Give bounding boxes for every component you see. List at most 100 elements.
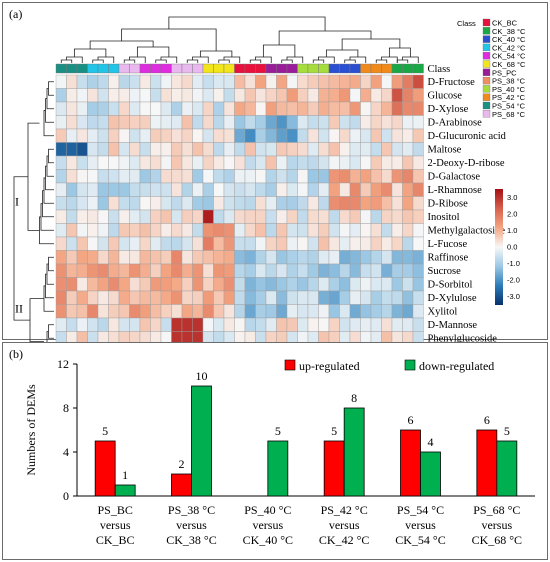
heatmap-cell bbox=[265, 142, 277, 157]
heatmap-cell bbox=[412, 169, 424, 184]
heatmap-cell bbox=[412, 128, 424, 143]
heatmap-cell bbox=[244, 128, 256, 143]
heatmap-cells bbox=[55, 74, 424, 359]
heatmap-cell bbox=[192, 169, 204, 184]
class-header: Class bbox=[428, 64, 451, 75]
heatmap-cell bbox=[297, 182, 309, 197]
heatmap-cell bbox=[328, 88, 340, 103]
class-cell bbox=[181, 63, 193, 74]
legend-label: down-regulated bbox=[419, 359, 494, 373]
heatmap-cell bbox=[412, 277, 424, 292]
heatmap-cell bbox=[360, 317, 372, 332]
heatmap-cell bbox=[318, 88, 330, 103]
heatmap-cell bbox=[255, 223, 267, 238]
heatmap-cell bbox=[402, 101, 414, 116]
heatmap-cell bbox=[318, 304, 330, 319]
heatmap-cell bbox=[391, 263, 403, 278]
heatmap-cell bbox=[244, 88, 256, 103]
bar-value-label: 5 bbox=[275, 424, 281, 438]
heatmap-cell bbox=[108, 290, 120, 305]
heatmap-cell bbox=[118, 88, 130, 103]
heatmap-cell bbox=[286, 196, 298, 211]
dendrogram-link bbox=[89, 40, 154, 49]
heatmap-cell bbox=[391, 74, 403, 89]
heatmap-cell bbox=[223, 101, 235, 116]
heatmap-cell bbox=[171, 115, 183, 130]
heatmap-cell bbox=[318, 236, 330, 251]
class-cell bbox=[318, 63, 330, 74]
heatmap-cell bbox=[108, 236, 120, 251]
dendrogram-link bbox=[218, 59, 230, 63]
heatmap-cell bbox=[181, 169, 193, 184]
heatmap-cell bbox=[244, 115, 256, 130]
dendrogram-link bbox=[325, 49, 359, 57]
heatmap-cell bbox=[328, 223, 340, 238]
heatmap-cell bbox=[265, 277, 277, 292]
heatmap-cell bbox=[213, 101, 225, 116]
heatmap-cell bbox=[150, 250, 162, 265]
heatmap-cell bbox=[255, 304, 267, 319]
heatmap-cell bbox=[360, 88, 372, 103]
heatmap-cell bbox=[171, 142, 183, 157]
heatmap-cell bbox=[265, 209, 277, 224]
heatmap-cell bbox=[339, 142, 351, 157]
row-label: D-Sorbitol bbox=[428, 280, 473, 291]
heatmap-cell bbox=[234, 250, 246, 265]
heatmap-cell bbox=[286, 169, 298, 184]
heatmap-cell bbox=[391, 182, 403, 197]
heatmap-cell bbox=[213, 115, 225, 130]
bar-down-regulated bbox=[267, 440, 289, 497]
heatmap-cell bbox=[139, 128, 151, 143]
heatmap-cell bbox=[192, 223, 204, 238]
bar-down-regulated bbox=[343, 407, 365, 497]
dendrogram-link bbox=[344, 59, 356, 63]
heatmap-cell bbox=[360, 209, 372, 224]
heatmap-cell bbox=[265, 290, 277, 305]
heatmap-cell bbox=[307, 128, 319, 143]
heatmap-cell bbox=[297, 142, 309, 157]
heatmap-cell bbox=[328, 277, 340, 292]
heatmap-cell bbox=[139, 317, 151, 332]
y-tick-label: 12 bbox=[57, 357, 69, 371]
heatmap-cell bbox=[139, 115, 151, 130]
heatmap-cell bbox=[360, 236, 372, 251]
heatmap-cell bbox=[66, 155, 78, 170]
heatmap-cell bbox=[360, 277, 372, 292]
heatmap-cell bbox=[297, 250, 309, 265]
dendrogram-link bbox=[136, 46, 170, 57]
heatmap-cell bbox=[265, 317, 277, 332]
heatmap-cell bbox=[160, 128, 172, 143]
heatmap-cell bbox=[286, 223, 298, 238]
class-cell bbox=[213, 63, 225, 74]
heatmap-cell bbox=[349, 182, 361, 197]
heatmap-cell bbox=[181, 250, 193, 265]
heatmap-cell bbox=[139, 304, 151, 319]
heatmap-cell bbox=[244, 155, 256, 170]
heatmap-cell bbox=[381, 74, 393, 89]
heatmap-cell bbox=[76, 101, 88, 116]
dendrogram-link bbox=[43, 110, 54, 137]
heatmap-cell bbox=[307, 250, 319, 265]
bar-value-label: 6 bbox=[484, 413, 490, 427]
heatmap-cell bbox=[328, 101, 340, 116]
heatmap-cell bbox=[66, 169, 78, 184]
heatmap-cell bbox=[360, 74, 372, 89]
heatmap-cell bbox=[118, 196, 130, 211]
heatmap-cell bbox=[381, 182, 393, 197]
heatmap-cell bbox=[370, 209, 382, 224]
heatmap-cell bbox=[307, 223, 319, 238]
heatmap-cell bbox=[328, 128, 340, 143]
heatmap-cell bbox=[223, 128, 235, 143]
legend-label: CK_54 °C bbox=[492, 52, 526, 61]
heatmap-cell bbox=[234, 169, 246, 184]
heatmap-cell bbox=[297, 223, 309, 238]
heatmap-cell bbox=[265, 196, 277, 211]
heatmap-cell bbox=[391, 128, 403, 143]
heatmap-cell bbox=[276, 277, 288, 292]
x-category-label: PS_42 °C bbox=[321, 503, 368, 517]
heatmap-cell bbox=[202, 128, 214, 143]
heatmap-cell bbox=[55, 169, 67, 184]
heatmap-cell bbox=[55, 115, 67, 130]
heatmap-cell bbox=[118, 304, 130, 319]
heatmap-cell bbox=[150, 196, 162, 211]
